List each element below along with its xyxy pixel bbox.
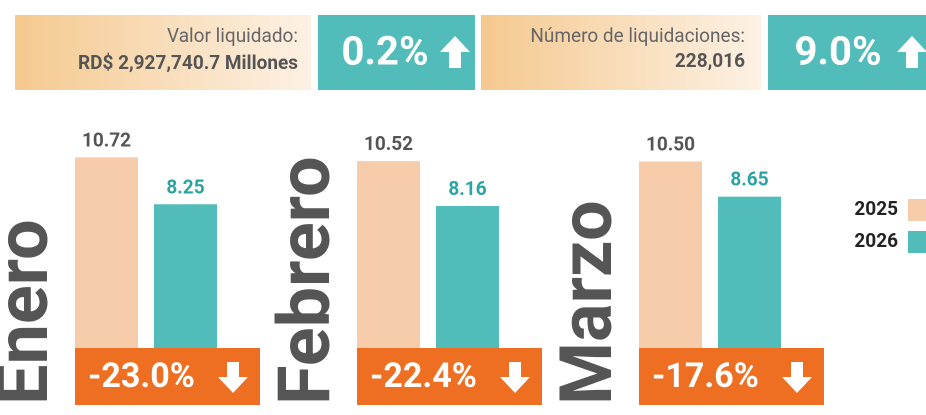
up-arrow — [440, 36, 470, 68]
legend-label: 2026 — [854, 229, 898, 252]
up-arrow — [897, 36, 926, 68]
kpi-banner: Valor liquidado: RD$ 2,927,740.7 Millone… — [15, 15, 926, 90]
kpi-change: 9.0% — [794, 28, 881, 75]
value-label: 10.50 — [646, 133, 695, 156]
kpi-value: 228,016 — [675, 49, 745, 72]
value-label: 10.72 — [82, 128, 131, 151]
value-label: 8.65 — [730, 168, 768, 191]
change-label: -23.0% — [88, 356, 195, 396]
kpi-box — [481, 15, 761, 90]
value-label: 10.52 — [364, 132, 413, 155]
bar — [357, 161, 420, 361]
kpi-label: Valor liquidado: — [167, 24, 298, 47]
bar — [154, 204, 217, 361]
month-label: Enero — [0, 219, 65, 405]
month-label: Febrero — [262, 156, 347, 405]
kpi-change-box — [318, 15, 475, 90]
kpi-value: RD$ 2,927,740.7 Millones — [78, 51, 298, 74]
kpi-box — [15, 15, 311, 90]
legend-label: 2025 — [854, 197, 898, 220]
down-arrow — [500, 362, 530, 393]
change-label: -22.4% — [370, 356, 477, 396]
legend-swatch — [908, 231, 926, 253]
kpi-change: 0.2% — [341, 28, 428, 75]
legend-swatch — [908, 199, 926, 221]
month-label: Marzo — [544, 200, 629, 405]
bar — [639, 161, 702, 361]
change-label: -17.6% — [652, 356, 759, 396]
bar — [718, 196, 781, 361]
value-label: 8.25 — [166, 175, 204, 198]
down-arrow — [218, 362, 248, 393]
bar — [436, 205, 499, 361]
kpi-change-box — [768, 15, 926, 90]
down-arrow — [782, 362, 812, 393]
kpi-label: Número de liquidaciones: — [530, 24, 745, 47]
value-label: 8.16 — [448, 177, 486, 200]
bar — [75, 157, 138, 361]
